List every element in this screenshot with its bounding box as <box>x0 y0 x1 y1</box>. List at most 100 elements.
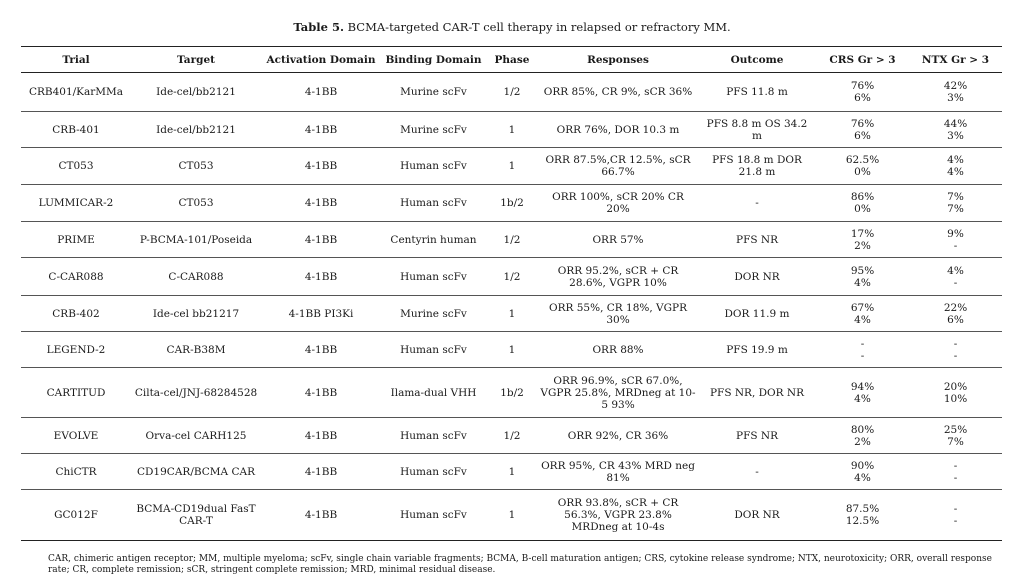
cell-crs-grade-value: 86% <box>850 191 875 203</box>
cell-crs-grade-value: 6% <box>854 129 871 142</box>
cell-ntx-grade-value: 4% <box>947 264 964 277</box>
table-row: EVOLVE Orva-cel CARH125 4-1BB Human scFv 1/2… <box>21 418 1002 454</box>
cell-outcome: PFS NR <box>736 233 778 246</box>
cell-target: BCMA-CD19dual FasT CAR-T <box>136 503 256 527</box>
cell-crs-grade-value: 94% <box>850 380 875 393</box>
cell-crs-grade-value: 4% <box>854 313 871 326</box>
cell-ntx-grade-value: - <box>953 349 958 362</box>
cell-activation-domain: 4-1BB <box>304 86 338 98</box>
cell-crs-grade: 86% 0% <box>816 185 909 222</box>
cell-crs-grade-value: 2% <box>854 239 871 252</box>
cell-phase: 1 <box>508 307 516 320</box>
table-row: PRIME P-BCMA-101/Poseida 4-1BB Centyrin hum… <box>21 222 1002 258</box>
cell-ntx-grade-value: 7% <box>947 191 964 203</box>
cell-ntx-grade: 25% 7% <box>909 418 1002 454</box>
cell-outcome: DOR NR <box>734 509 780 521</box>
cell-outcome: DOR 11.9 m <box>724 307 790 320</box>
cell-outcome: PFS NR <box>736 429 778 442</box>
column-header-outcome: Outcome <box>730 53 784 66</box>
table-row: LEGEND-2 CAR-B38M 4-1BB Human scFv 1 ORR 88% P… <box>21 332 1002 368</box>
cell-ntx-grade-value: - <box>953 471 958 484</box>
cell-trial: CARTITUD <box>46 386 106 399</box>
cell-crs-grade-value: 4% <box>854 471 871 484</box>
table-footnote: CAR, chimeric antigen receptor; MM, mult… <box>48 554 992 575</box>
cell-activation-domain: 4-1BB <box>304 123 338 136</box>
cell-target: Ide-cel/bb2121 <box>156 123 236 136</box>
cell-phase: 1 <box>508 509 516 521</box>
cell-crs-grade-value: 12.5% <box>845 515 880 527</box>
cell-crs-grade: 90% 4% <box>816 454 909 490</box>
cell-ntx-grade-value: 9% <box>947 227 964 240</box>
column-header-crs: CRS Gr > 3 <box>829 53 896 66</box>
cell-responses: ORR 76%, DOR 10.3 m <box>556 123 680 136</box>
column-header-responses: Responses <box>587 53 649 66</box>
cell-trial: LUMMICAR-2 <box>38 197 114 209</box>
table-row: CT053 CT053 4-1BB Human scFv 1 ORR 87.5%,CR 1… <box>21 148 1002 185</box>
cell-crs-grade-value: 80% <box>850 423 875 436</box>
cell-target: CAR-B38M <box>166 343 226 356</box>
cell-activation-domain: 4-1BB <box>304 509 338 521</box>
cell-binding-domain: Human scFv <box>400 343 467 356</box>
cell-activation-domain: 4-1BB <box>304 429 338 442</box>
cell-activation-domain: 4-1BB <box>304 233 338 246</box>
cell-trial: CRB401/KarMMa <box>28 86 124 98</box>
column-header-activation-domain: Activation Domain <box>266 53 376 66</box>
cell-binding-domain: Human scFv <box>400 160 467 172</box>
cell-trial: GC012F <box>54 509 98 521</box>
cell-phase: 1 <box>508 465 516 478</box>
table-row: ChiCTR CD19CAR/BCMA CAR 4-1BB Human scFv 1 OR… <box>21 454 1002 490</box>
cart-trials-table: Trial Target Activation Domain Binding D… <box>21 46 1002 541</box>
cell-ntx-grade: 22% 6% <box>909 296 1002 332</box>
cell-ntx-grade-value: - <box>953 515 958 527</box>
cell-activation-domain: 4-1BB <box>304 270 338 283</box>
cell-crs-grade: 62.5% 0% <box>816 148 909 185</box>
cell-crs-grade-value: 95% <box>850 264 875 277</box>
cell-target: CT053 <box>178 197 214 209</box>
cell-responses: ORR 93.8%, sCR + CR 56.3%, VGPR 23.8% MR… <box>557 497 679 533</box>
cell-phase: 1/2 <box>503 429 521 442</box>
cell-trial: CRB-401 <box>52 123 100 136</box>
cell-crs-grade-value: 76% <box>850 117 875 130</box>
cell-ntx-grade-value: 7% <box>947 203 964 215</box>
cell-activation-domain: 4-1BB <box>304 160 338 172</box>
cell-trial: CRB-402 <box>52 307 100 320</box>
cell-trial: ChiCTR <box>55 465 97 478</box>
cell-phase: 1/2 <box>503 86 521 98</box>
table-caption-label: Table 5. <box>293 20 344 34</box>
cell-binding-domain: Human scFv <box>400 429 467 442</box>
cell-target: Cilta-cel/JNJ-68284528 <box>134 386 258 399</box>
cell-target: Orva-cel CARH125 <box>145 429 247 442</box>
cell-crs-grade-value: 62.5% <box>845 154 880 166</box>
cell-ntx-grade: 4% - <box>909 258 1002 296</box>
cell-responses: ORR 55%, CR 18%, VGPR 30% <box>548 301 687 326</box>
cell-ntx-grade-value: 6% <box>947 313 964 326</box>
cell-crs-grade: 76% 6% <box>816 112 909 148</box>
column-header-binding-domain: Binding Domain <box>385 53 482 66</box>
cell-crs-grade-value: 4% <box>854 392 871 405</box>
cell-crs-grade-value: 2% <box>854 435 871 448</box>
cell-crs-grade-value: - <box>860 337 865 350</box>
cell-outcome: PFS 18.8 m DOR 21.8 m <box>712 154 802 178</box>
table-body: CRB401/KarMMa Ide-cel/bb2121 4-1BB Murine s… <box>21 73 1002 541</box>
cell-outcome: PFS 11.8 m <box>726 86 788 98</box>
cell-ntx-grade-value: - <box>953 337 958 350</box>
cell-target: Ide-cel bb21217 <box>152 307 240 320</box>
cell-crs-grade-value: 76% <box>850 80 875 92</box>
cell-phase: 1b/2 <box>500 197 524 209</box>
cell-crs-grade-value: 4% <box>854 276 871 289</box>
cell-ntx-grade: 42% 3% <box>909 73 1002 112</box>
cell-outcome: DOR NR <box>734 270 780 283</box>
cell-phase: 1b/2 <box>500 386 524 399</box>
cell-ntx-grade-value: 42% <box>943 80 968 92</box>
cell-crs-grade-value: 90% <box>850 459 875 472</box>
table-row: CRB-401 Ide-cel/bb2121 4-1BB Murine scFv 1 OR… <box>21 112 1002 148</box>
cell-binding-domain: Human scFv <box>400 270 467 283</box>
cell-binding-domain: Human scFv <box>400 197 467 209</box>
cell-ntx-grade: -- <box>909 490 1002 541</box>
cell-crs-grade: 67% 4% <box>816 296 909 332</box>
cell-crs-grade-value: 87.5% <box>845 503 880 515</box>
cell-crs-grade-value: 6% <box>854 92 871 104</box>
cell-activation-domain: 4-1BB PI3Ki <box>288 307 354 320</box>
cell-activation-domain: 4-1BB <box>304 197 338 209</box>
column-header-ntx: NTX Gr > 3 <box>921 53 990 66</box>
